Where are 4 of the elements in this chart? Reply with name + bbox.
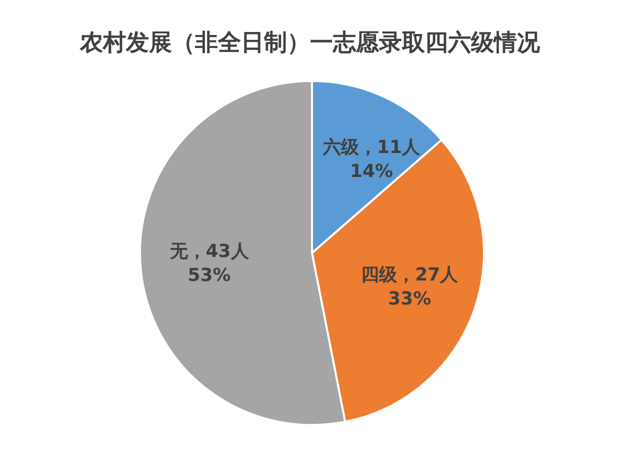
slice-label: 四级，27人 33% [361,264,460,310]
slice-label: 无，43人 53% [168,240,250,286]
chart-title: 农村发展（非全日制）一志愿录取四六级情况 [79,30,541,56]
slice-label: 六级，11人 14% [322,137,422,182]
